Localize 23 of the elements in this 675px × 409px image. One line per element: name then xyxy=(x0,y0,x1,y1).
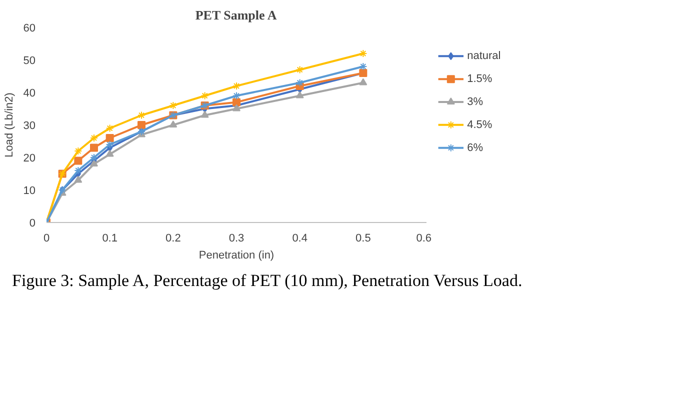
chart-title: PET Sample A xyxy=(195,8,278,22)
x-tick-label: 0.5 xyxy=(356,232,371,244)
y-axis-title: Load (Lb/in2) xyxy=(3,92,16,158)
legend-label: 6% xyxy=(467,142,484,154)
x-tick-label: 0.6 xyxy=(416,232,432,244)
x-tick-label: 0.3 xyxy=(228,232,244,244)
x-tick-label: 0 xyxy=(43,232,50,244)
y-tick-label: 40 xyxy=(23,88,36,100)
x-tick-label: 0.4 xyxy=(292,232,308,244)
caption: Figure 3: Sample A, Percentage of PET (10 mm), Penetration Versus Load. xyxy=(12,270,522,292)
legend-label: 3% xyxy=(467,96,484,108)
legend-label: 1.5% xyxy=(467,73,492,86)
y-tick-label: 20 xyxy=(23,152,36,164)
legend-label: 4.5% xyxy=(467,118,492,131)
y-tick-label: 60 xyxy=(23,22,36,34)
legend-label: natural xyxy=(467,50,501,62)
y-tick-label: 50 xyxy=(23,55,36,67)
y-tick-label: 0 xyxy=(29,218,36,230)
x-axis-title: Penetration (in) xyxy=(198,250,274,262)
y-tick-label: 30 xyxy=(23,120,36,132)
x-tick-label: 0.1 xyxy=(102,232,118,244)
y-tick-label: 10 xyxy=(23,185,36,197)
x-tick-label: 0.2 xyxy=(166,232,181,244)
